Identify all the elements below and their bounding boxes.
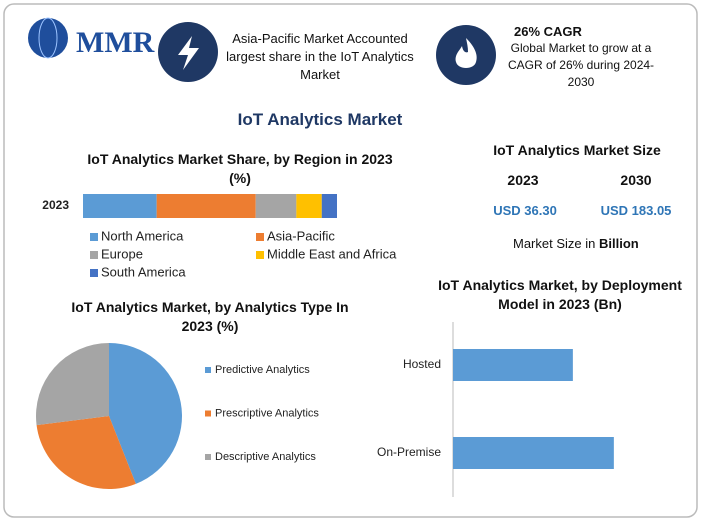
pie-slice <box>36 343 109 426</box>
y-tick-label: 2023 <box>42 198 69 212</box>
size-value: USD 36.30 <box>493 203 557 218</box>
size-year: 2030 <box>620 172 652 188</box>
size-note: Market Size in Billion <box>513 236 639 251</box>
info-title: 26% CAGR <box>514 24 582 39</box>
bar-segment <box>83 194 157 218</box>
legend-swatch <box>205 410 211 417</box>
size-year: 2023 <box>507 172 539 188</box>
main-title: IoT Analytics Market <box>237 110 403 129</box>
bar-segment <box>296 194 322 218</box>
legend-swatch <box>256 251 264 259</box>
chart-title: IoT Analytics Market, by Deployment Mode… <box>438 277 682 312</box>
legend-swatch <box>90 269 98 277</box>
pie-slice <box>109 343 182 484</box>
size-value: USD 183.05 <box>600 203 672 218</box>
flame-icon <box>455 38 477 68</box>
legend-label: Middle East and Africa <box>267 246 397 261</box>
legend-label: Prescriptive Analytics <box>215 407 319 419</box>
info-text: Global Market to grow at a CAGR of 26% d… <box>507 41 655 89</box>
bolt-icon <box>178 36 199 70</box>
bar-segment <box>156 194 256 218</box>
frame <box>3 3 698 518</box>
note-unit: Billion <box>599 236 639 251</box>
legend-label: South America <box>101 264 186 279</box>
legend-label: Descriptive Analytics <box>215 451 316 463</box>
legend-swatch <box>90 233 98 241</box>
note-text: Market Size in <box>513 236 596 251</box>
bar-segment <box>255 194 297 218</box>
logo-globe-line <box>38 17 58 59</box>
bar-segment <box>321 194 337 218</box>
y-tick-label: On-Premise <box>377 445 441 459</box>
info-text: Asia-Pacific Market Accounted largest sh… <box>226 31 414 82</box>
pie-slice <box>36 416 136 489</box>
legend-swatch <box>205 454 211 460</box>
legend-swatch <box>90 251 98 259</box>
chart-title: IoT Analytics Market, by Analytics Type … <box>71 299 349 334</box>
logo-text: MMR <box>76 26 155 59</box>
chart-title: IoT Analytics Market Share, by Region in… <box>87 151 393 186</box>
legend-swatch <box>256 233 264 241</box>
size-title: IoT Analytics Market Size <box>493 142 661 158</box>
logo-globe <box>28 18 68 58</box>
legend-label: North America <box>101 228 184 243</box>
legend-label: Asia-Pacific <box>267 228 335 243</box>
legend-label: Europe <box>101 246 143 261</box>
bar <box>453 437 614 469</box>
y-tick-label: Hosted <box>403 357 441 371</box>
legend-swatch <box>205 367 211 373</box>
bar <box>453 349 573 381</box>
legend-label: Predictive Analytics <box>215 364 310 376</box>
